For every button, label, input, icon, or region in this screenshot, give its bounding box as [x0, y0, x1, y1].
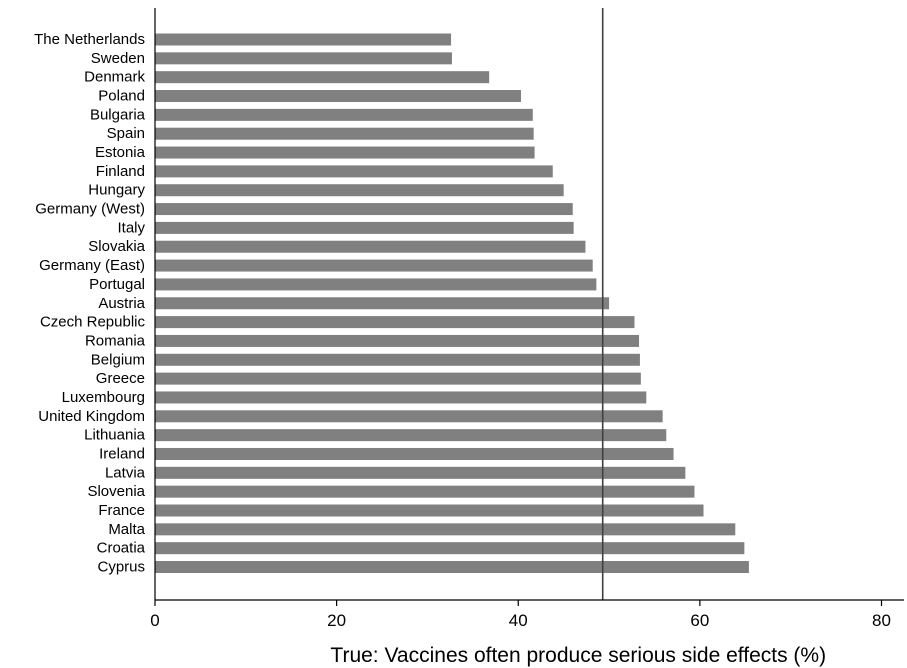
category-label: Germany (East)	[39, 257, 145, 274]
category-label: Bulgaria	[90, 106, 146, 123]
bar	[155, 127, 534, 140]
category-label: Hungary	[88, 182, 145, 199]
bar	[155, 334, 640, 347]
category-label: Croatia	[97, 540, 146, 557]
bar	[155, 297, 610, 310]
x-axis-ticks: 0 20 40 60 80	[150, 600, 891, 630]
category-labels: The Netherlands Sweden Denmark PolandBulgar…	[34, 31, 146, 576]
category-label: Finland	[96, 163, 145, 180]
category-label: The Netherlands	[34, 31, 145, 48]
bar	[155, 561, 749, 574]
bar	[155, 71, 490, 84]
bar	[155, 240, 586, 253]
bar	[155, 203, 573, 216]
category-label: Ireland	[99, 445, 145, 462]
category-label: Italy	[117, 219, 145, 236]
bar	[155, 316, 635, 329]
category-label: Slovakia	[88, 238, 145, 255]
category-label: Malta	[108, 521, 145, 538]
x-axis-title: True: Vaccines often produce serious sid…	[330, 644, 826, 667]
category-label: Germany (West)	[35, 201, 145, 218]
x-tick-label: 0	[150, 611, 159, 630]
bar	[155, 165, 553, 178]
bar	[155, 391, 647, 404]
bar	[155, 90, 521, 103]
category-label: United Kingdom	[38, 408, 145, 425]
category-label: Denmark	[84, 69, 145, 86]
bar	[155, 353, 640, 366]
category-label: Luxembourg	[62, 389, 145, 406]
category-label: Slovenia	[87, 483, 145, 500]
x-tick-label: 60	[690, 611, 709, 630]
category-label: Belgium	[91, 351, 145, 368]
bar	[155, 221, 574, 234]
bar	[155, 278, 597, 291]
category-label: Austria	[98, 295, 145, 312]
x-tick-label: 40	[509, 611, 528, 630]
category-label: Czech Republic	[40, 314, 146, 331]
category-label: Poland	[98, 88, 145, 105]
bar	[155, 146, 535, 159]
x-tick-label: 20	[327, 611, 346, 630]
category-label: France	[98, 502, 145, 519]
bar	[155, 523, 736, 536]
bar	[155, 184, 564, 197]
bar	[155, 33, 452, 46]
category-label: Portugal	[89, 276, 145, 293]
category-label: Cyprus	[97, 559, 145, 576]
bar	[155, 504, 704, 517]
bar	[155, 410, 663, 423]
bar	[155, 372, 641, 385]
x-tick-label: 80	[872, 611, 891, 630]
category-label: Latvia	[105, 464, 146, 481]
category-label: Spain	[107, 125, 145, 142]
bar	[155, 108, 533, 121]
bar	[155, 52, 452, 65]
category-label: Sweden	[91, 50, 145, 67]
bar	[155, 485, 695, 498]
bar	[155, 447, 674, 460]
category-label: Lithuania	[84, 427, 146, 444]
category-label: Greece	[96, 370, 145, 387]
bar	[155, 542, 745, 555]
category-label: Estonia	[95, 144, 146, 161]
bar	[155, 429, 667, 442]
bars-group	[155, 33, 749, 574]
category-label: Romania	[85, 332, 146, 349]
bar	[155, 466, 686, 479]
bar	[155, 259, 593, 272]
